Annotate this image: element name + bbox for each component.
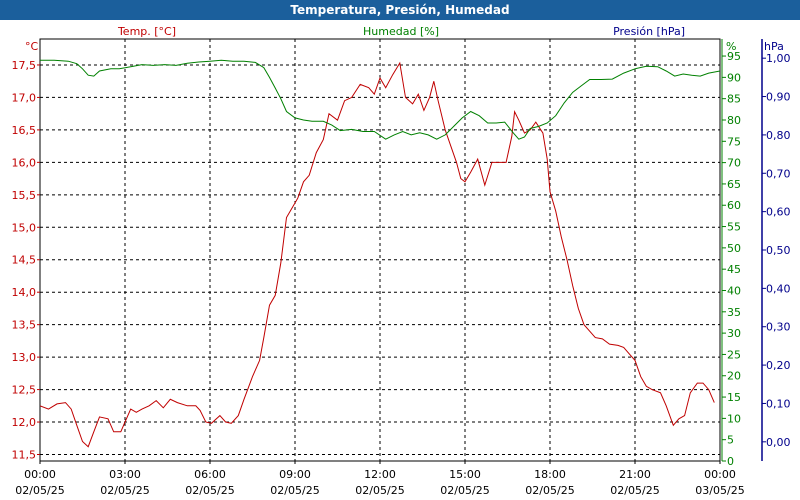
temp-tick-label: 15,0 (12, 221, 37, 234)
x-tick-time-label: 06:00 (194, 468, 226, 481)
pressure-tick-label: 0,50 (766, 244, 791, 257)
temp-tick-label: 12,5 (12, 384, 37, 397)
pressure-tick-label: 0,20 (766, 359, 791, 372)
x-tick-date-label: 02/05/25 (15, 484, 64, 497)
x-tick-date-label: 02/05/25 (270, 484, 319, 497)
temp-tick-label: 16,0 (12, 156, 37, 169)
x-tick-date-label: 02/05/25 (610, 484, 659, 497)
temp-tick-label: 11,5 (12, 449, 37, 462)
chart-title: Temperatura, Presión, Humedad (0, 0, 800, 20)
temp-tick-label: 14,5 (12, 254, 37, 267)
temp-tick-label: 16,5 (12, 124, 37, 137)
x-tick-time-label: 15:00 (449, 468, 481, 481)
humidity-tick-label: 80 (727, 114, 741, 127)
x-tick-date-label: 02/05/25 (100, 484, 149, 497)
humidity-series-line (40, 59, 720, 140)
humidity-axis-unit: % (726, 40, 736, 53)
humidity-tick-label: 60 (727, 199, 741, 212)
pressure-tick-label: 0,80 (766, 129, 791, 142)
x-tick-time-label: 00:00 (24, 468, 56, 481)
pressure-tick-label: 0,90 (766, 91, 791, 104)
pressure-tick-label: 0,70 (766, 167, 791, 180)
legend-humidity: Humedad [%] (363, 25, 439, 38)
x-tick-date-label: 02/05/25 (185, 484, 234, 497)
humidity-tick-label: 0 (727, 455, 734, 468)
humidity-tick-label: 85 (727, 93, 741, 106)
x-tick-time-label: 00:00 (704, 468, 736, 481)
humidity-tick-label: 25 (727, 348, 741, 361)
humidity-tick-label: 55 (727, 221, 741, 234)
x-tick-time-label: 09:00 (279, 468, 311, 481)
temp-tick-label: 13,5 (12, 319, 37, 332)
temp-tick-label: 14,0 (12, 286, 37, 299)
humidity-tick-label: 10 (727, 412, 741, 425)
x-tick-time-label: 03:00 (109, 468, 141, 481)
humidity-tick-label: 35 (727, 306, 741, 319)
humidity-tick-label: 5 (727, 434, 734, 447)
humidity-tick-label: 90 (727, 71, 741, 84)
humidity-tick-label: 15 (727, 391, 741, 404)
humidity-tick-label: 30 (727, 327, 741, 340)
x-tick-time-label: 21:00 (619, 468, 651, 481)
pressure-axis-unit: hPa (764, 40, 784, 53)
temp-tick-label: 15,5 (12, 189, 37, 202)
x-tick-date-label: 02/05/25 (440, 484, 489, 497)
x-tick-time-label: 12:00 (364, 468, 396, 481)
temperature-series-line (40, 61, 715, 448)
legend-temp: Temp. [°C] (117, 25, 176, 38)
x-tick-date-label: 02/05/25 (525, 484, 574, 497)
x-tick-time-label: 18:00 (534, 468, 566, 481)
temp-axis-unit: °C (25, 40, 39, 53)
legend-pressure: Presión [hPa] (613, 25, 685, 38)
pressure-tick-label: 0,10 (766, 397, 791, 410)
x-tick-date-label: 03/05/25 (695, 484, 744, 497)
temp-tick-label: 12,0 (12, 416, 37, 429)
humidity-tick-label: 75 (727, 135, 741, 148)
humidity-tick-label: 45 (727, 263, 741, 276)
humidity-tick-label: 95 (727, 50, 741, 63)
temp-tick-label: 13,0 (12, 351, 37, 364)
x-tick-date-label: 02/05/25 (355, 484, 404, 497)
pressure-tick-label: 0,00 (766, 436, 791, 449)
pressure-tick-label: 0,30 (766, 321, 791, 334)
humidity-tick-label: 50 (727, 242, 741, 255)
pressure-tick-label: 1,00 (766, 52, 791, 65)
humidity-tick-label: 20 (727, 370, 741, 383)
temp-tick-label: 17,5 (12, 59, 37, 72)
pressure-tick-label: 0,60 (766, 206, 791, 219)
humidity-tick-label: 70 (727, 157, 741, 170)
pressure-tick-label: 0,40 (766, 282, 791, 295)
humidity-tick-label: 40 (727, 284, 741, 297)
temp-tick-label: 17,0 (12, 91, 37, 104)
humidity-tick-label: 65 (727, 178, 741, 191)
